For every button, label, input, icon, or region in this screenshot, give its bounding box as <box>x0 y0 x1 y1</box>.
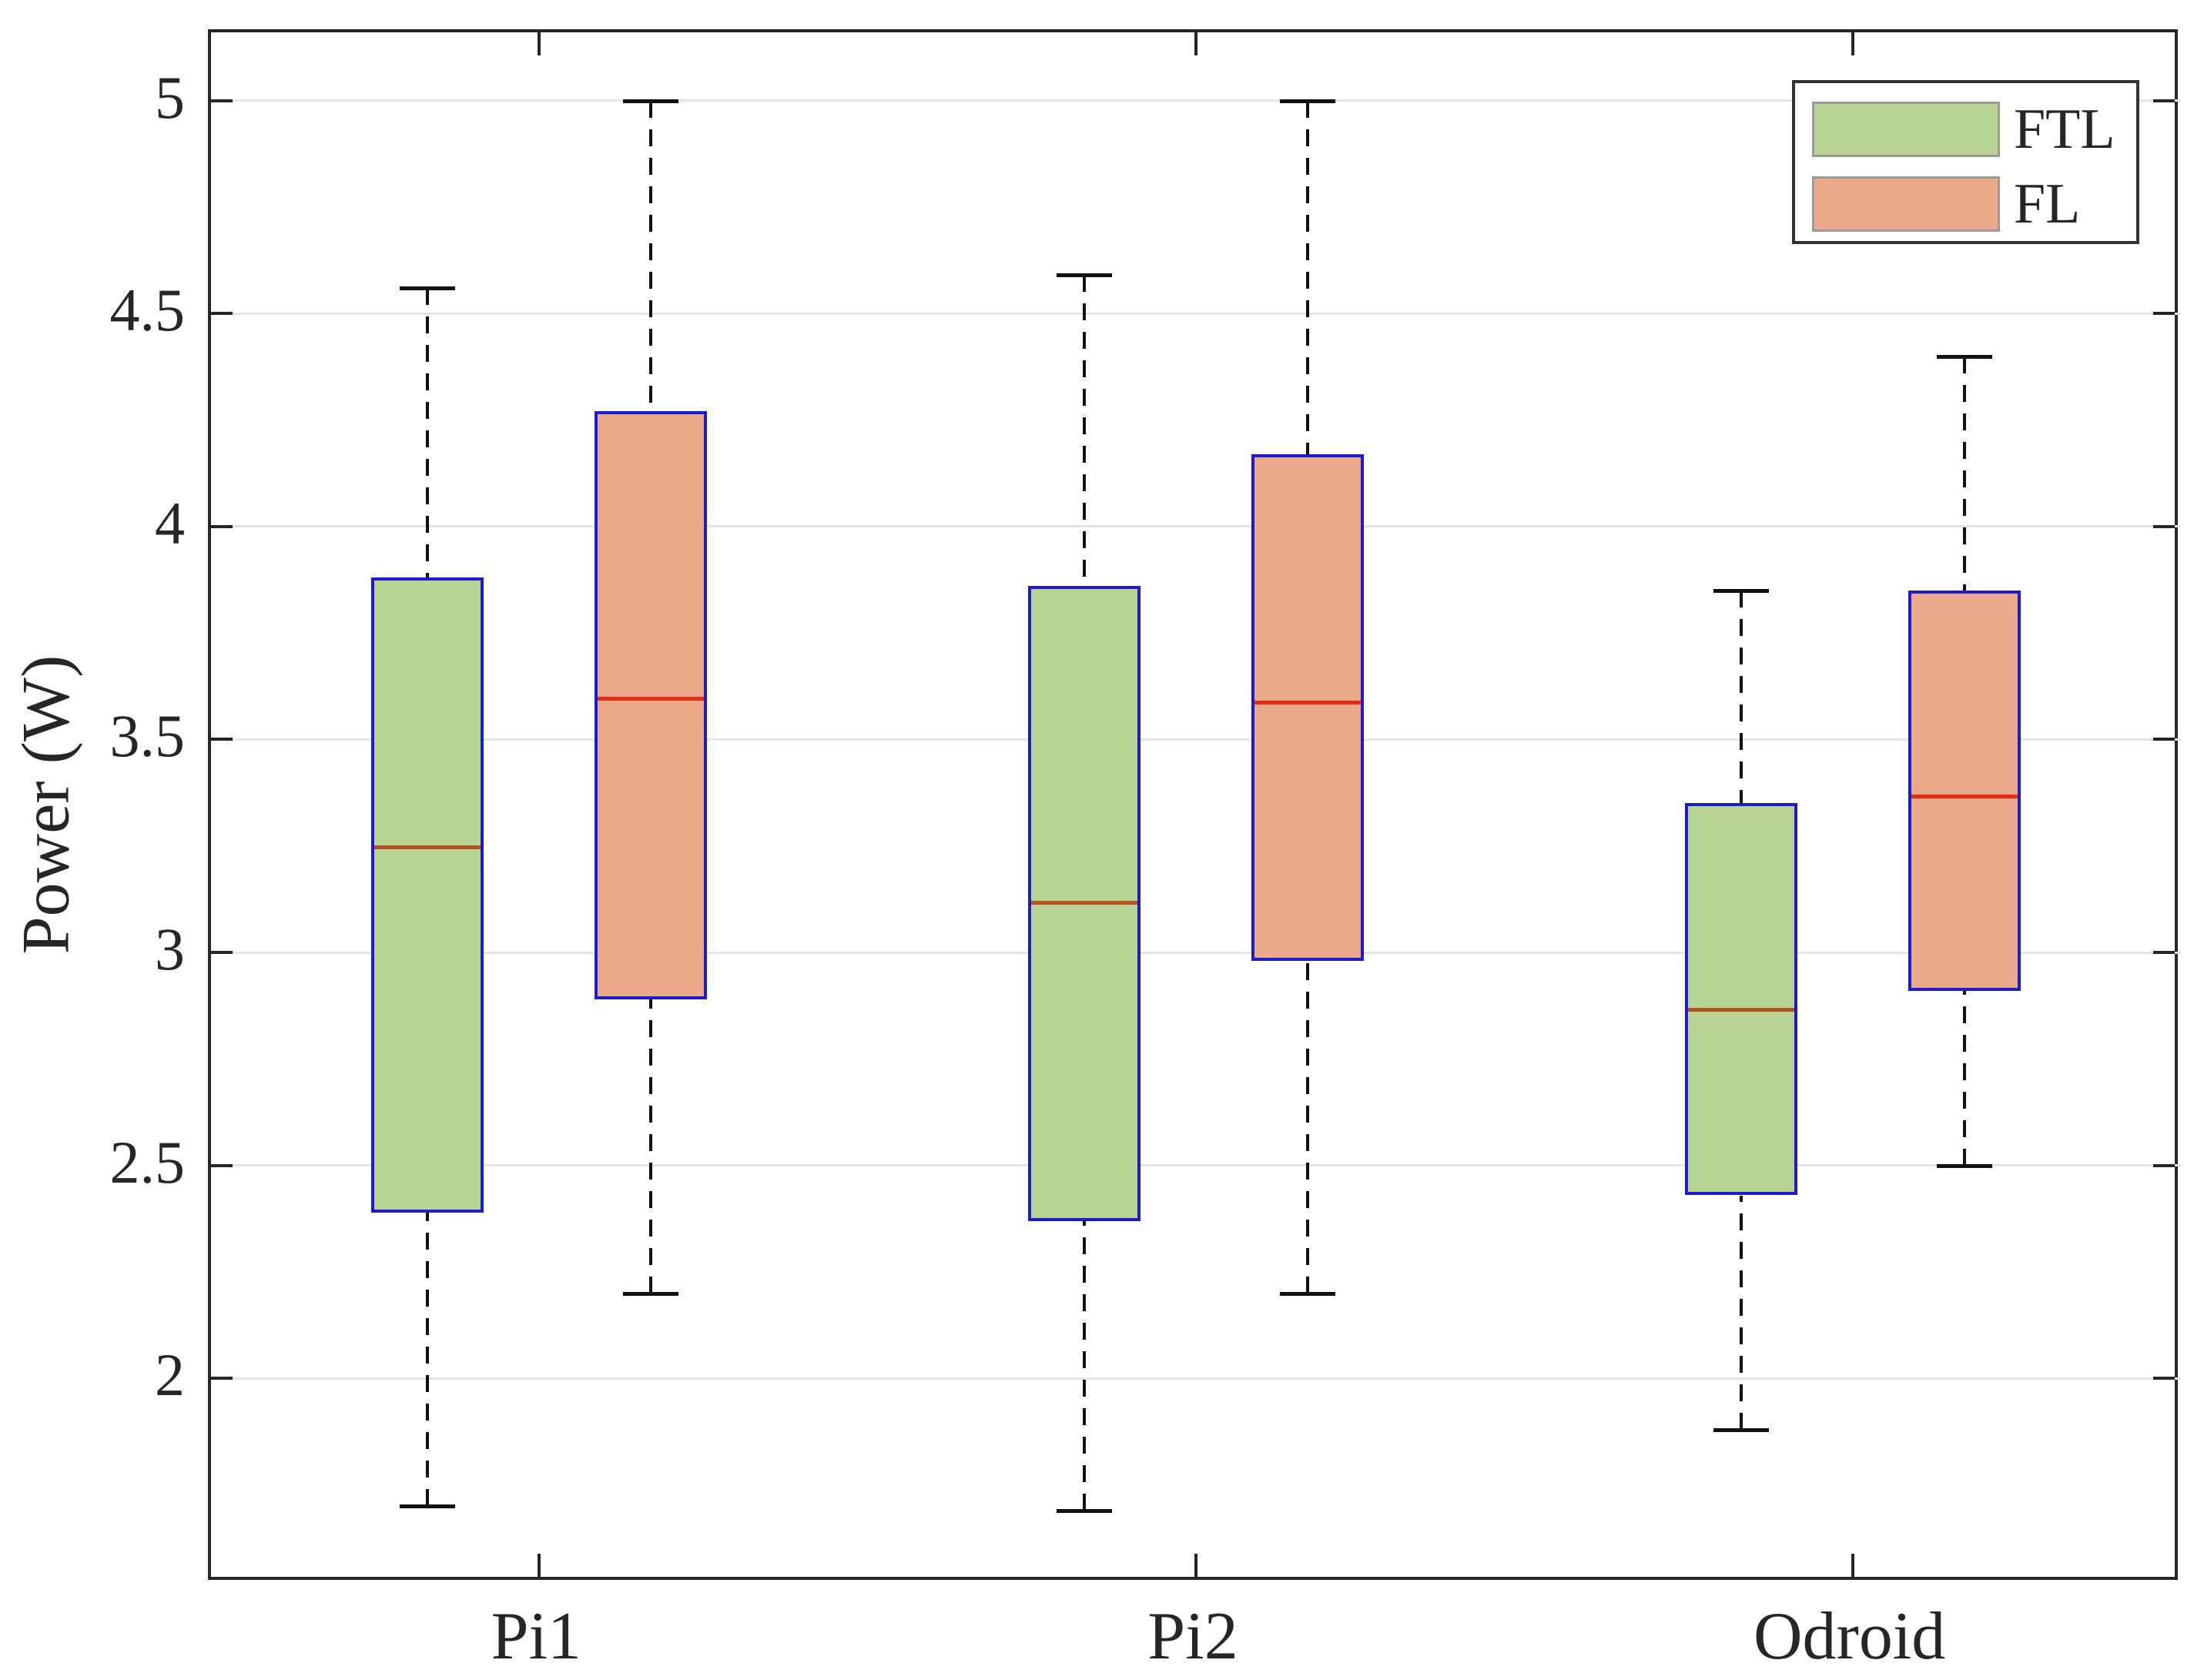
whisker-cap-high-FL-Pi1 <box>623 99 679 103</box>
whisker-lower-FL-Odroid <box>1962 990 1966 1166</box>
ytick-label-4.5: 4.5 <box>109 276 186 344</box>
ytick-right-2.5 <box>2153 1163 2175 1167</box>
ytick-left-4.5 <box>211 312 233 316</box>
gridline-y-2 <box>211 1377 2181 1380</box>
plot-area <box>208 29 2181 1580</box>
xtick-label-Pi1: Pi1 <box>491 1599 582 1674</box>
whisker-upper-FL-Odroid <box>1962 356 1966 591</box>
legend-label-fl: FL <box>2014 172 2081 236</box>
whisker-upper-FL-Pi1 <box>649 100 653 412</box>
xtick-label-Pi2: Pi2 <box>1147 1599 1238 1674</box>
xtick-top-Pi2 <box>1194 32 1197 55</box>
ytick-label-4: 4 <box>155 489 185 557</box>
xtick-top-Pi1 <box>538 32 541 55</box>
legend: FTL FL <box>1792 80 2139 244</box>
box-FL-Pi1 <box>595 411 708 999</box>
whisker-cap-high-FTL-Pi2 <box>1057 273 1113 278</box>
gridline-y-4.5 <box>211 312 2181 315</box>
ytick-left-4 <box>211 524 233 528</box>
box-FTL-Pi2 <box>1028 586 1141 1221</box>
ytick-label-2: 2 <box>155 1341 185 1409</box>
ytick-left-2.5 <box>211 1163 233 1167</box>
whisker-cap-low-FL-Odroid <box>1936 1163 1992 1168</box>
box-FL-Odroid <box>1908 590 2021 991</box>
ytick-left-5 <box>211 99 233 102</box>
ytick-left-3 <box>211 951 233 955</box>
ytick-right-2 <box>2153 1377 2175 1380</box>
whisker-lower-FTL-Pi2 <box>1083 1220 1087 1511</box>
median-FTL-Odroid <box>1687 1007 1794 1012</box>
fl-swatch <box>1812 176 2000 232</box>
median-FL-Pi2 <box>1254 701 1361 705</box>
whisker-cap-low-FTL-Odroid <box>1713 1427 1769 1432</box>
ytick-label-3.5: 3.5 <box>109 702 186 770</box>
whisker-lower-FTL-Odroid <box>1739 1195 1743 1430</box>
gridline-y-2.5 <box>211 1164 2181 1167</box>
legend-item-ftl: FTL <box>1812 101 2115 158</box>
whisker-upper-FL-Pi2 <box>1305 100 1309 454</box>
gridline-y-5 <box>211 99 2181 102</box>
ytick-right-4 <box>2153 524 2175 528</box>
xtick-label-Odroid: Odroid <box>1753 1599 1946 1674</box>
whisker-lower-FTL-Pi1 <box>426 1212 430 1507</box>
ytick-label-5: 5 <box>155 63 185 131</box>
whisker-cap-low-FL-Pi1 <box>623 1291 679 1296</box>
whisker-cap-low-FTL-Pi1 <box>400 1504 456 1509</box>
xtick-top-Odroid <box>1851 32 1854 55</box>
whisker-cap-high-FL-Odroid <box>1936 354 1992 359</box>
whisker-cap-high-FL-Pi2 <box>1279 99 1335 103</box>
ytick-left-3.5 <box>211 738 233 741</box>
xtick-bottom-Odroid <box>1851 1554 1854 1577</box>
ytick-right-5 <box>2153 99 2175 102</box>
legend-item-fl: FL <box>1812 176 2080 233</box>
whisker-cap-high-FTL-Odroid <box>1713 588 1769 593</box>
whisker-upper-FTL-Pi2 <box>1083 275 1087 587</box>
whisker-upper-FTL-Odroid <box>1739 590 1743 804</box>
gridline-y-3 <box>211 951 2181 954</box>
xtick-bottom-Pi1 <box>538 1554 541 1577</box>
box-FTL-Pi1 <box>371 577 484 1213</box>
whisker-cap-low-FL-Pi2 <box>1279 1291 1335 1296</box>
median-FTL-Pi1 <box>374 845 481 850</box>
gridline-y-3.5 <box>211 738 2181 741</box>
whisker-cap-high-FTL-Pi1 <box>400 286 456 290</box>
ytick-right-3 <box>2153 951 2175 955</box>
box-FL-Pi2 <box>1251 453 1364 962</box>
ytick-left-2 <box>211 1377 233 1380</box>
ftl-swatch <box>1812 102 2000 157</box>
median-FTL-Pi2 <box>1031 901 1138 905</box>
median-FL-Odroid <box>1911 794 2018 798</box>
whisker-cap-low-FTL-Pi2 <box>1057 1508 1113 1513</box>
box-FTL-Odroid <box>1684 803 1797 1196</box>
ytick-label-3: 3 <box>155 915 185 983</box>
ytick-label-2.5: 2.5 <box>109 1128 186 1196</box>
median-FL-Pi1 <box>598 696 705 701</box>
xtick-bottom-Pi2 <box>1194 1554 1197 1577</box>
y-axis-title: Power (W) <box>8 654 84 955</box>
whisker-upper-FTL-Pi1 <box>426 287 430 578</box>
ytick-right-3.5 <box>2153 738 2175 741</box>
legend-label-ftl: FTL <box>2014 98 2115 161</box>
gridline-y-4 <box>211 525 2181 528</box>
ytick-right-4.5 <box>2153 312 2175 316</box>
whisker-lower-FL-Pi1 <box>649 999 653 1293</box>
whisker-lower-FL-Pi2 <box>1305 961 1309 1293</box>
